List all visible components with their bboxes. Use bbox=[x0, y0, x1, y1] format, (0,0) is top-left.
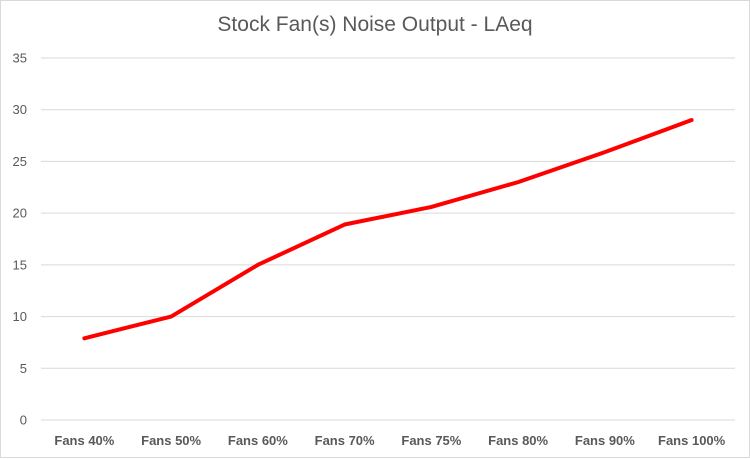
y-tick-label: 10 bbox=[13, 309, 27, 324]
y-tick-label: 5 bbox=[20, 361, 27, 376]
x-tick-label: Fans 70% bbox=[315, 433, 375, 448]
chart-title: Stock Fan(s) Noise Output - LAeq bbox=[217, 13, 533, 36]
x-tick-label: Fans 90% bbox=[575, 433, 635, 448]
y-tick-label: 20 bbox=[13, 206, 27, 221]
x-tick-label: Fans 60% bbox=[228, 433, 288, 448]
series-line bbox=[82, 118, 694, 341]
x-tick-label: Fans 40% bbox=[54, 433, 114, 448]
y-tick-label: 30 bbox=[13, 102, 27, 117]
y-tick-label: 25 bbox=[13, 154, 27, 169]
x-tick-label: Fans 80% bbox=[488, 433, 548, 448]
x-tick-label: Fans 100% bbox=[658, 433, 726, 448]
x-tick-label: Fans 75% bbox=[401, 433, 461, 448]
y-tick-label: 15 bbox=[13, 257, 27, 272]
y-tick-label: 35 bbox=[13, 51, 27, 66]
x-tick-label: Fans 50% bbox=[141, 433, 201, 448]
y-tick-label: 0 bbox=[20, 413, 27, 428]
